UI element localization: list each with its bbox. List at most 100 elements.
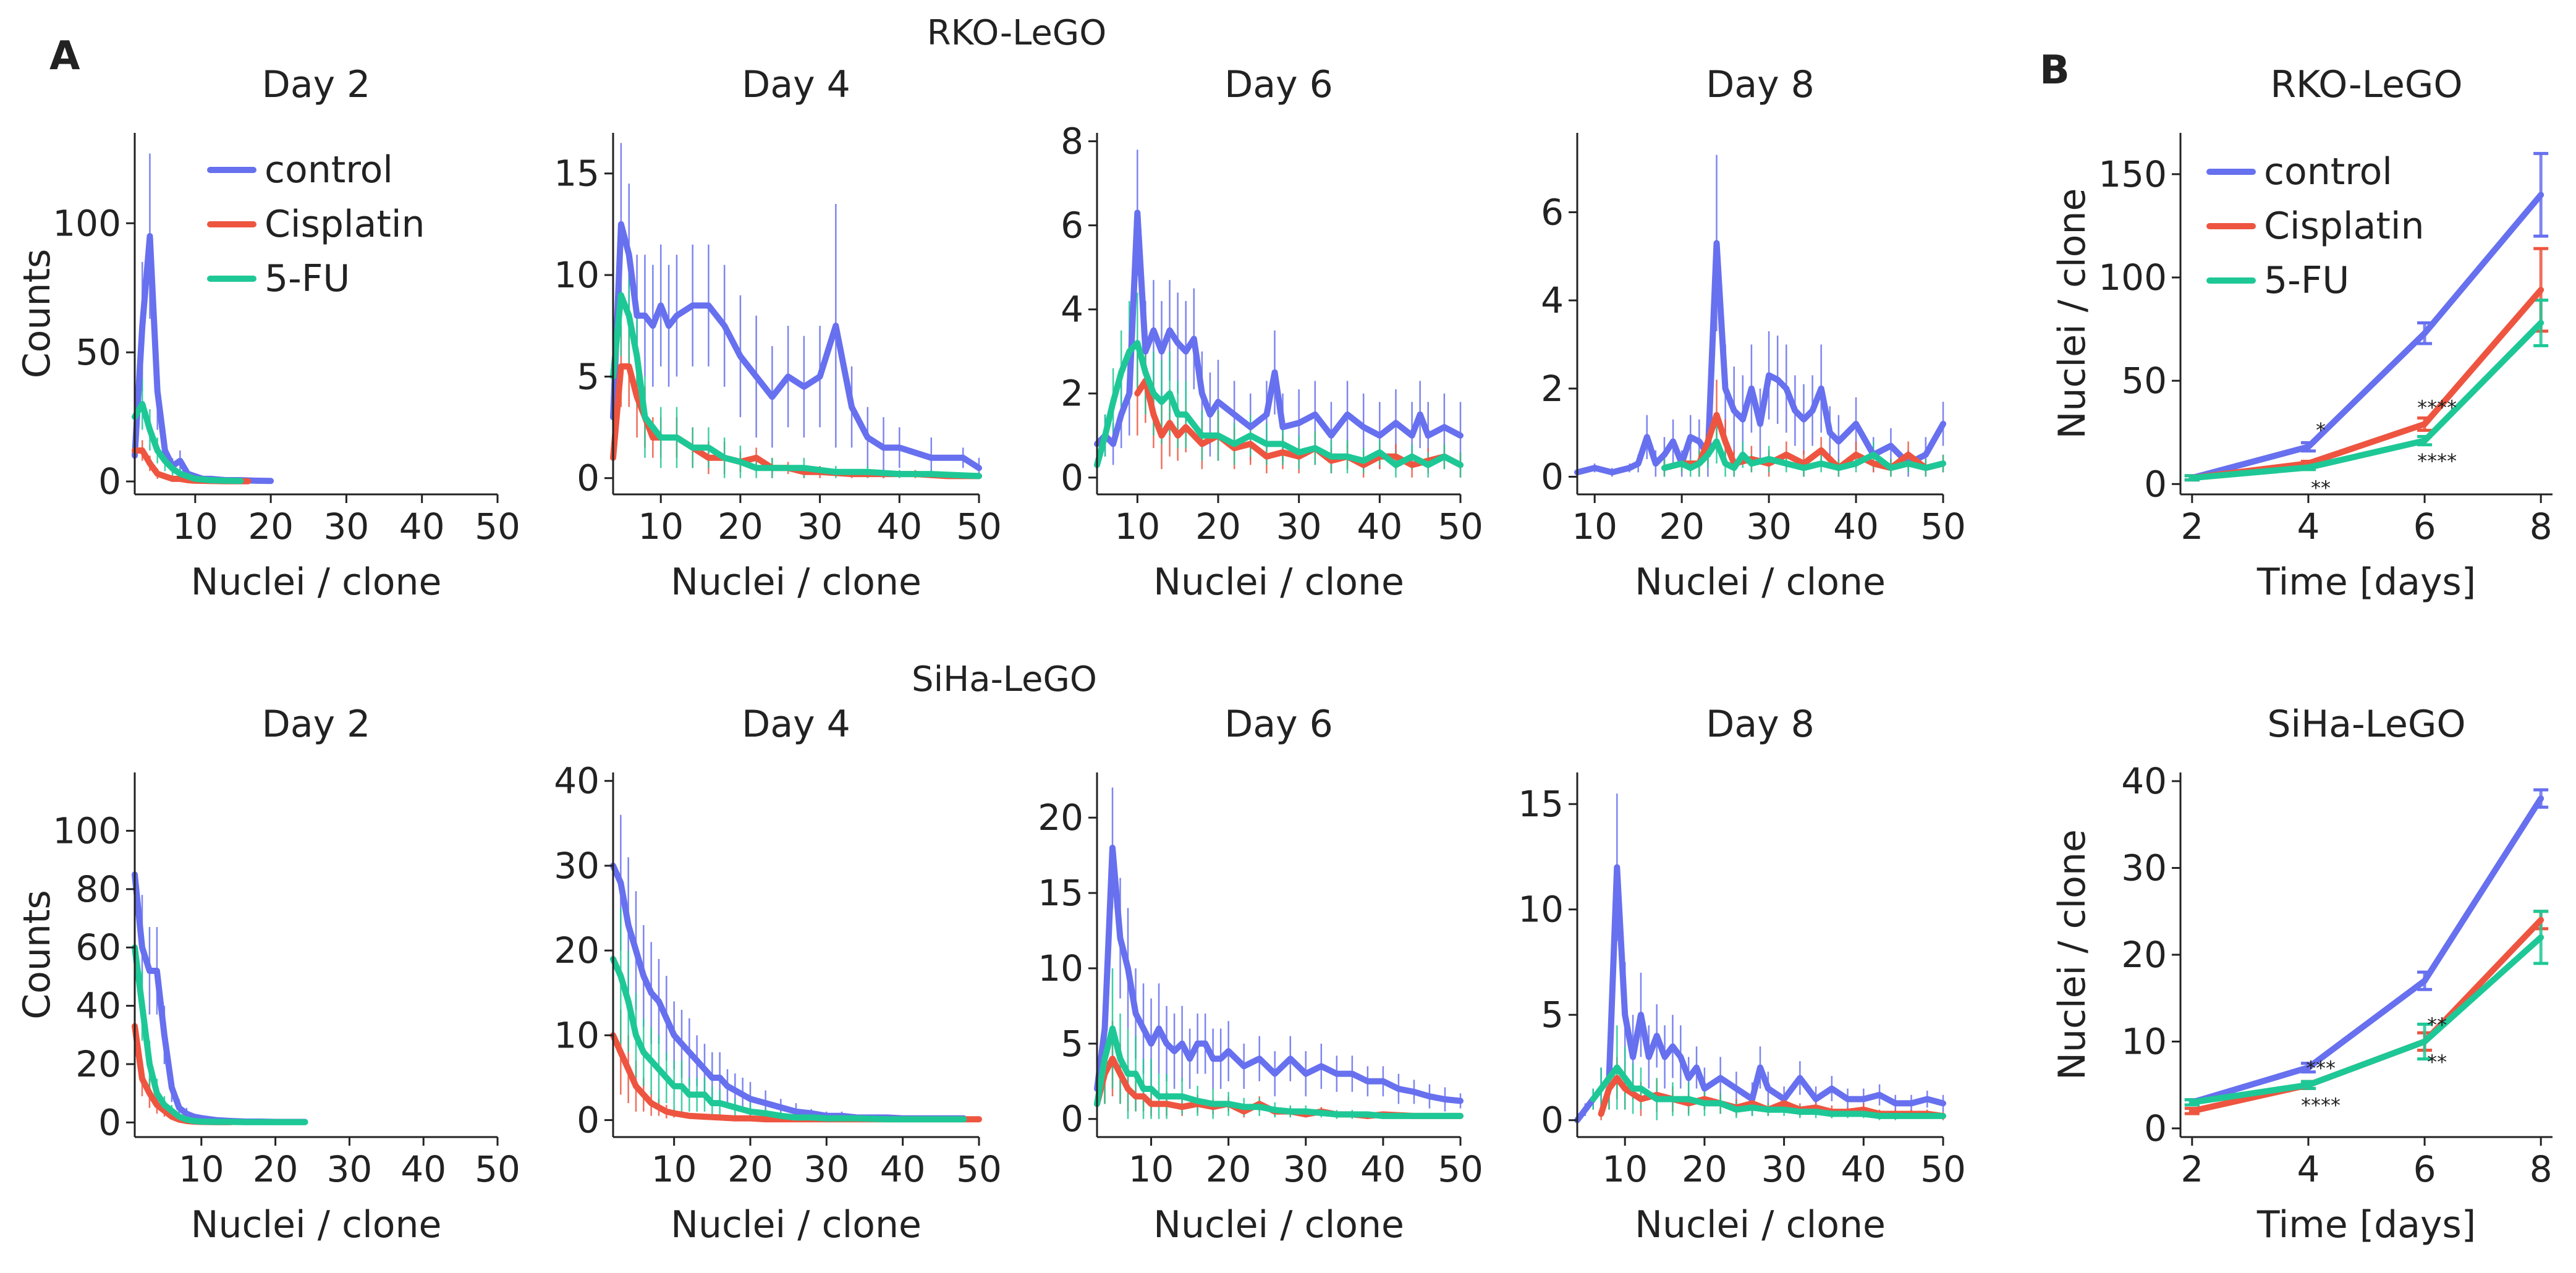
x-tick-label: 50 bbox=[475, 505, 520, 548]
x-tick-label: 10 bbox=[1572, 505, 1617, 548]
series-line-control bbox=[132, 871, 308, 1125]
y-tick-label: 0 bbox=[2144, 463, 2167, 505]
y-tick-label: 20 bbox=[2121, 934, 2167, 976]
y-tick-label: 2 bbox=[1061, 373, 1083, 415]
y-axis-label: Nuclei / clone bbox=[2051, 829, 2094, 1080]
significance-label: * bbox=[2316, 418, 2326, 442]
x-tick-label: 40 bbox=[1360, 1148, 1406, 1190]
x-tick-label: 10 bbox=[179, 1148, 224, 1190]
y-tick-label: 0 bbox=[98, 460, 121, 502]
x-axis-label: Nuclei / clone bbox=[1635, 560, 1886, 604]
x-tick-label: 50 bbox=[1438, 505, 1483, 548]
x-tick-label: 10 bbox=[638, 505, 684, 548]
x-tick-label: 20 bbox=[727, 1148, 773, 1190]
chart-0: 10 20 30 40 50 0 50 100 Day 2 Nuclei / clone Count… bbox=[15, 63, 520, 604]
row-title-siha: SiHa-LeGO bbox=[912, 659, 1097, 700]
series-line-cisplatin bbox=[2188, 916, 2544, 1114]
y-tick-label: 5 bbox=[577, 355, 600, 397]
y-tick-label: 10 bbox=[2121, 1020, 2167, 1062]
series-line-control bbox=[610, 221, 982, 472]
y-tick-label: 5 bbox=[1541, 994, 1564, 1036]
y-tick-label: 30 bbox=[2121, 847, 2167, 889]
y-tick-label: 15 bbox=[1038, 872, 1083, 914]
x-axis-label: Nuclei / clone bbox=[1153, 560, 1404, 604]
chart-title: SiHa-LeGO bbox=[2267, 703, 2465, 746]
y-tick-label: 0 bbox=[2144, 1107, 2167, 1149]
y-tick-label: 40 bbox=[75, 985, 121, 1027]
series-line-cisplatin bbox=[2188, 287, 2544, 481]
series-line-5-fu bbox=[2188, 319, 2544, 481]
y-tick-label: 10 bbox=[1518, 889, 1564, 931]
x-tick-label: 40 bbox=[399, 505, 445, 548]
y-tick-label: 15 bbox=[554, 153, 600, 195]
y-tick-label: 150 bbox=[2098, 153, 2167, 195]
panel-letter-b: B bbox=[2040, 48, 2070, 93]
y-tick-label: 100 bbox=[53, 810, 121, 852]
significance-label: ** bbox=[2311, 476, 2331, 500]
y-tick-label: 0 bbox=[1061, 1098, 1083, 1140]
x-tick-label: 50 bbox=[1438, 1148, 1483, 1190]
y-tick-label: 10 bbox=[554, 254, 600, 296]
x-tick-label: 4 bbox=[2297, 505, 2320, 548]
series-line-cisplatin bbox=[1134, 378, 1464, 468]
x-tick-label: 20 bbox=[718, 505, 763, 548]
x-tick-label: 10 bbox=[1602, 1148, 1648, 1190]
x-tick-label: 6 bbox=[2413, 1148, 2436, 1190]
chart-title: Day 4 bbox=[742, 703, 850, 746]
series-line-control bbox=[1094, 209, 1464, 447]
x-axis-label: Nuclei / clone bbox=[671, 1203, 922, 1246]
chart-title: Day 6 bbox=[1224, 63, 1333, 106]
x-tick-label: 30 bbox=[1761, 1148, 1807, 1190]
legend-label: Cisplatin bbox=[2264, 205, 2425, 248]
series-line-5-fu bbox=[1590, 1064, 1946, 1119]
x-tick-label: 50 bbox=[475, 1148, 520, 1190]
x-tick-label: 8 bbox=[2530, 505, 2553, 548]
y-tick-label: 0 bbox=[1541, 1099, 1564, 1141]
legend-label: control bbox=[265, 148, 393, 192]
legend-1: control Cisplatin 5-FU bbox=[2206, 150, 2425, 302]
chart-title: RKO-LeGO bbox=[2270, 63, 2462, 106]
series-line-5-fu bbox=[2188, 934, 2544, 1106]
x-tick-label: 50 bbox=[1920, 505, 1966, 548]
x-tick-label: 30 bbox=[1283, 1148, 1329, 1190]
x-tick-label: 2 bbox=[2180, 1148, 2203, 1190]
chart-title: Day 6 bbox=[1224, 703, 1333, 746]
x-tick-label: 40 bbox=[1841, 1148, 1886, 1190]
x-tick-label: 10 bbox=[172, 505, 218, 548]
y-tick-label: 50 bbox=[2121, 360, 2167, 402]
x-tick-label: 20 bbox=[248, 505, 294, 548]
legend-label: 5-FU bbox=[265, 257, 350, 300]
x-tick-label: 10 bbox=[1129, 1148, 1174, 1190]
x-tick-label: 40 bbox=[1357, 505, 1402, 548]
significance-label: ** bbox=[2427, 1013, 2447, 1036]
series-line-5-fu bbox=[610, 292, 982, 480]
x-tick-label: 20 bbox=[1659, 505, 1705, 548]
y-tick-label: 20 bbox=[1038, 797, 1083, 839]
chart-title: Day 8 bbox=[1706, 63, 1815, 106]
series-line-control bbox=[1574, 864, 1946, 1123]
x-tick-label: 50 bbox=[1920, 1148, 1966, 1190]
significance-label: **** bbox=[2417, 449, 2457, 473]
chart-title: Day 2 bbox=[262, 63, 371, 106]
y-tick-label: 30 bbox=[554, 845, 600, 887]
chart-title: Day 4 bbox=[742, 63, 850, 106]
y-tick-label: 2 bbox=[1541, 368, 1564, 410]
x-tick-label: 10 bbox=[1114, 505, 1160, 548]
series-line-5-fu bbox=[1094, 1025, 1464, 1119]
y-tick-label: 0 bbox=[577, 457, 600, 499]
x-axis-label: Time [days] bbox=[2256, 1203, 2476, 1246]
y-tick-label: 80 bbox=[75, 868, 121, 910]
significance-label: *** bbox=[2306, 1057, 2336, 1080]
y-tick-label: 4 bbox=[1061, 289, 1083, 331]
legend-label: control bbox=[2264, 150, 2392, 193]
y-tick-label: 10 bbox=[1038, 947, 1083, 989]
y-tick-label: 0 bbox=[98, 1101, 121, 1143]
series-line-5-fu bbox=[1661, 438, 1946, 472]
x-axis-label: Nuclei / clone bbox=[1153, 1203, 1404, 1246]
y-tick-label: 60 bbox=[75, 926, 121, 968]
row-title-rko: RKO-LeGO bbox=[927, 13, 1107, 53]
y-tick-label: 40 bbox=[2121, 760, 2167, 802]
series-line-5-fu bbox=[610, 955, 967, 1123]
y-axis-label: Counts bbox=[15, 249, 59, 378]
